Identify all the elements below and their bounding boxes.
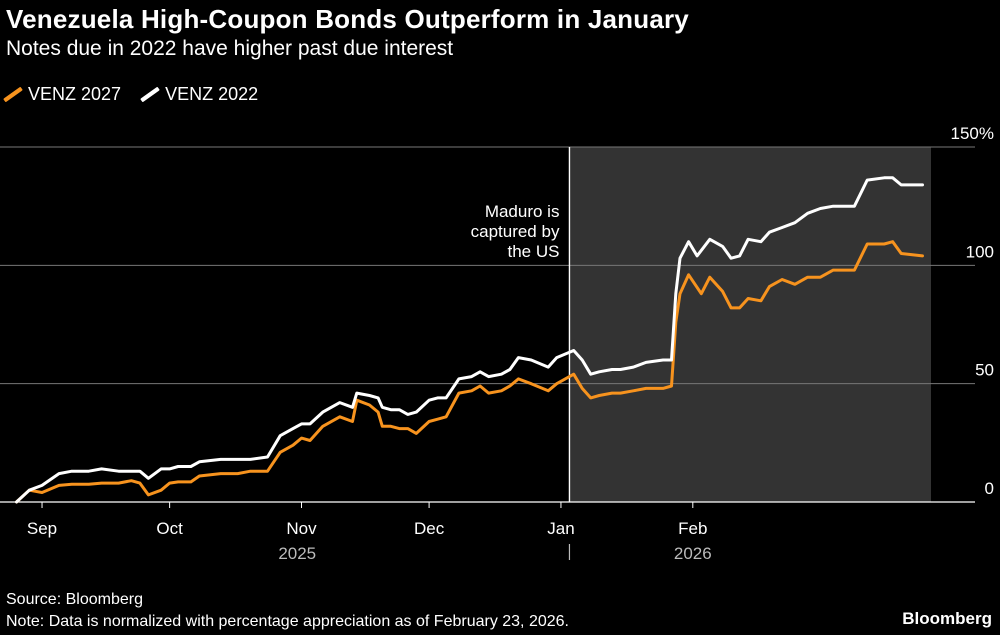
chart-subtitle: Notes due in 2022 have higher past due i… [6, 37, 454, 60]
bloomberg-logo: Bloomberg [902, 609, 992, 628]
y-tick-label: 100 [966, 242, 994, 261]
x-tick-label: Feb [678, 519, 707, 538]
chart-title: Venezuela High-Coupon Bonds Outperform i… [6, 4, 689, 34]
x-tick-label: Dec [414, 519, 445, 538]
x-tick-label: Oct [156, 519, 183, 538]
legend-label-venz-2027: VENZ 2027 [28, 83, 122, 104]
event-annotation: captured by [471, 222, 560, 241]
source-note: Source: Bloomberg [6, 591, 143, 608]
event-annotation: Maduro is [485, 202, 560, 221]
legend-item-venz-2027: VENZ 2027 [3, 83, 122, 105]
shaded-region [569, 147, 931, 502]
event-annotation: the US [507, 242, 559, 261]
series-line-venz-2027 [15, 240, 924, 504]
data-note: Note: Data is normalized with percentage… [6, 613, 569, 630]
year-label: 2026 [674, 544, 712, 563]
legend: VENZ 2027 VENZ 2022 [3, 83, 280, 105]
x-tick-label: Sep [27, 519, 57, 538]
legend-item-venz-2022: VENZ 2022 [140, 83, 259, 105]
y-tick-label: 150% [951, 124, 994, 143]
year-label: 2025 [278, 544, 316, 563]
x-tick-label: Nov [286, 519, 317, 538]
y-tick-label: 50 [975, 361, 994, 380]
legend-label-venz-2022: VENZ 2022 [165, 83, 259, 104]
series-line-venz-2022 [15, 176, 924, 504]
x-tick-label: Jan [547, 519, 574, 538]
y-tick-label: 0 [985, 479, 994, 498]
